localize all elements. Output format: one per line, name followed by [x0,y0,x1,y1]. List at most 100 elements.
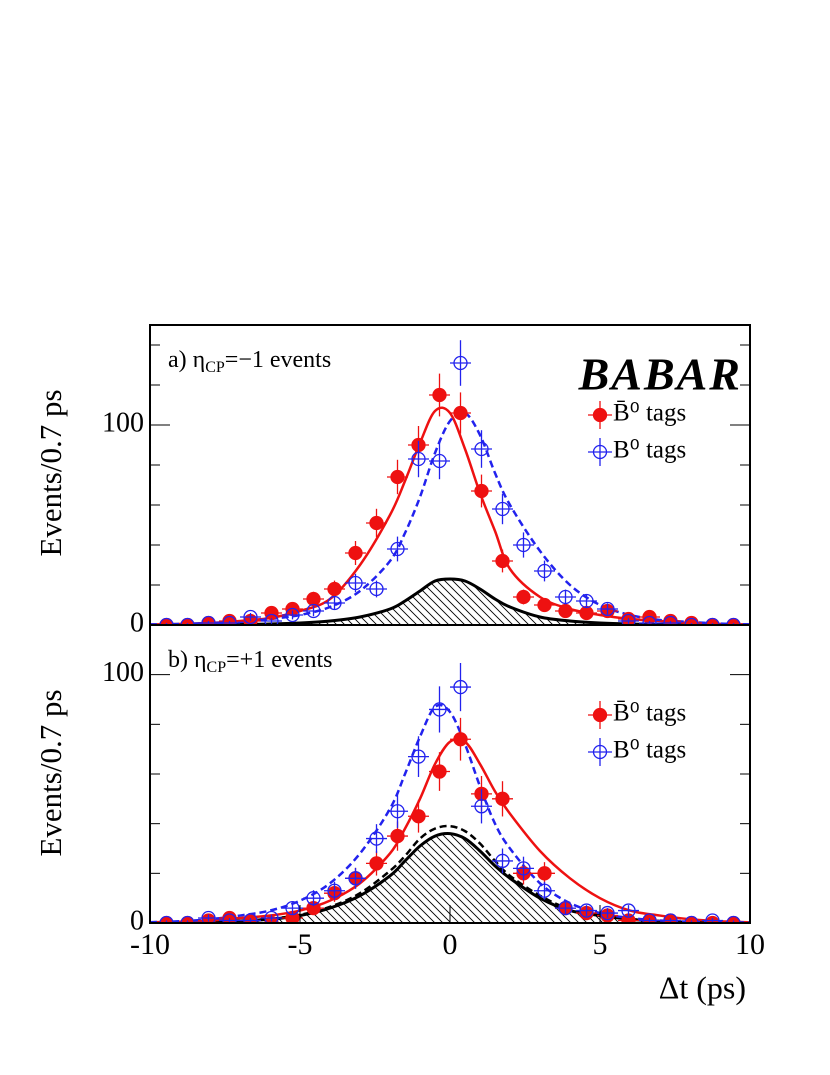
data-point [705,617,720,625]
legend-marker [592,707,608,723]
data-point [474,799,489,814]
data-point [369,581,384,597]
data-point [327,581,342,597]
data-point [369,831,384,846]
data-point [621,903,636,918]
data-point [579,903,594,918]
data-point [516,861,531,876]
data-point [663,913,678,923]
data-point [558,603,573,619]
data-point [411,451,426,467]
annotation-part: CP [207,659,227,676]
data-point [432,387,447,403]
experiment-logo: BABAR [578,349,742,400]
data-point [453,355,468,371]
data-point [474,441,489,457]
data-point [285,607,300,623]
plot-area [150,662,750,923]
data-point [495,853,510,869]
annotation-part: b) η [168,647,207,673]
data-point [159,617,174,625]
data-point [390,828,405,844]
data-point [390,541,405,557]
annotation-part: CP [205,359,225,376]
data-point [537,563,552,579]
data-point [306,891,321,906]
data-point [642,913,657,923]
data-point [432,702,447,717]
data-point [306,591,321,607]
data-point [495,553,510,569]
legend-label: B̄⁰ tags [613,400,686,427]
data-point [264,605,279,621]
data-point [369,856,384,871]
data-point [453,732,468,747]
data-point [684,617,699,625]
data-point [558,900,573,916]
data-point [348,575,363,591]
y-axis-label: Events/0.7 ps [33,389,68,556]
data-point [600,601,615,617]
data-point [327,883,342,898]
annotation-part: =+1 events [226,647,332,673]
data-point [453,679,468,695]
data-point [705,913,720,923]
data-point [684,915,699,923]
annotation-part: =−1 events [225,347,331,373]
data-point [411,749,426,764]
y-tick-label: 100 [102,407,144,438]
data-point [579,593,594,609]
x-tick-label: -5 [288,928,313,961]
x-tick-label: 5 [593,928,608,961]
data-point [621,613,636,625]
data-point [264,910,279,923]
data-point [516,589,531,605]
data-point [537,883,552,898]
data-point [285,900,300,916]
data-point [579,605,594,621]
x-tick-label: 10 [735,928,765,961]
data-point [411,809,426,824]
annotation-part: a) η [168,347,205,373]
legend-label: B⁰ tags [613,437,686,464]
legend-label: B̄⁰ tags [613,700,686,727]
plot-area [150,340,750,625]
legend-marker [592,444,608,460]
legend-marker [592,407,608,423]
data-point [201,910,216,923]
data-point [663,615,678,625]
data-point [642,615,657,625]
data-point [390,469,405,485]
data-point [243,609,258,625]
data-point [726,617,741,625]
data-point [537,597,552,613]
data-point [348,871,363,886]
data-point [537,866,552,881]
data-point [306,603,321,619]
panel-annotation: a) ηCP=−1 events [168,347,331,376]
y-tick-label: 0 [130,905,144,936]
data-point [474,483,489,499]
data-point [222,913,237,923]
legend-label: B⁰ tags [613,737,686,764]
data-point [264,613,279,625]
data-point [348,545,363,561]
x-axis-label: Δt (ps) [659,969,746,1005]
y-tick-label: 100 [102,657,144,688]
data-point [159,915,174,923]
data-point [327,595,342,611]
x-tick-label: 0 [443,928,458,961]
data-point [516,537,531,553]
data-point [201,615,216,625]
y-tick-label: 0 [130,607,144,638]
data-point [600,905,615,921]
data-point [495,501,510,517]
data-point [369,515,384,531]
y-axis-label: Events/0.7 ps [33,689,68,856]
data-point [453,405,468,421]
data-point [180,617,195,625]
data-point [432,453,447,469]
data-point [243,913,258,923]
